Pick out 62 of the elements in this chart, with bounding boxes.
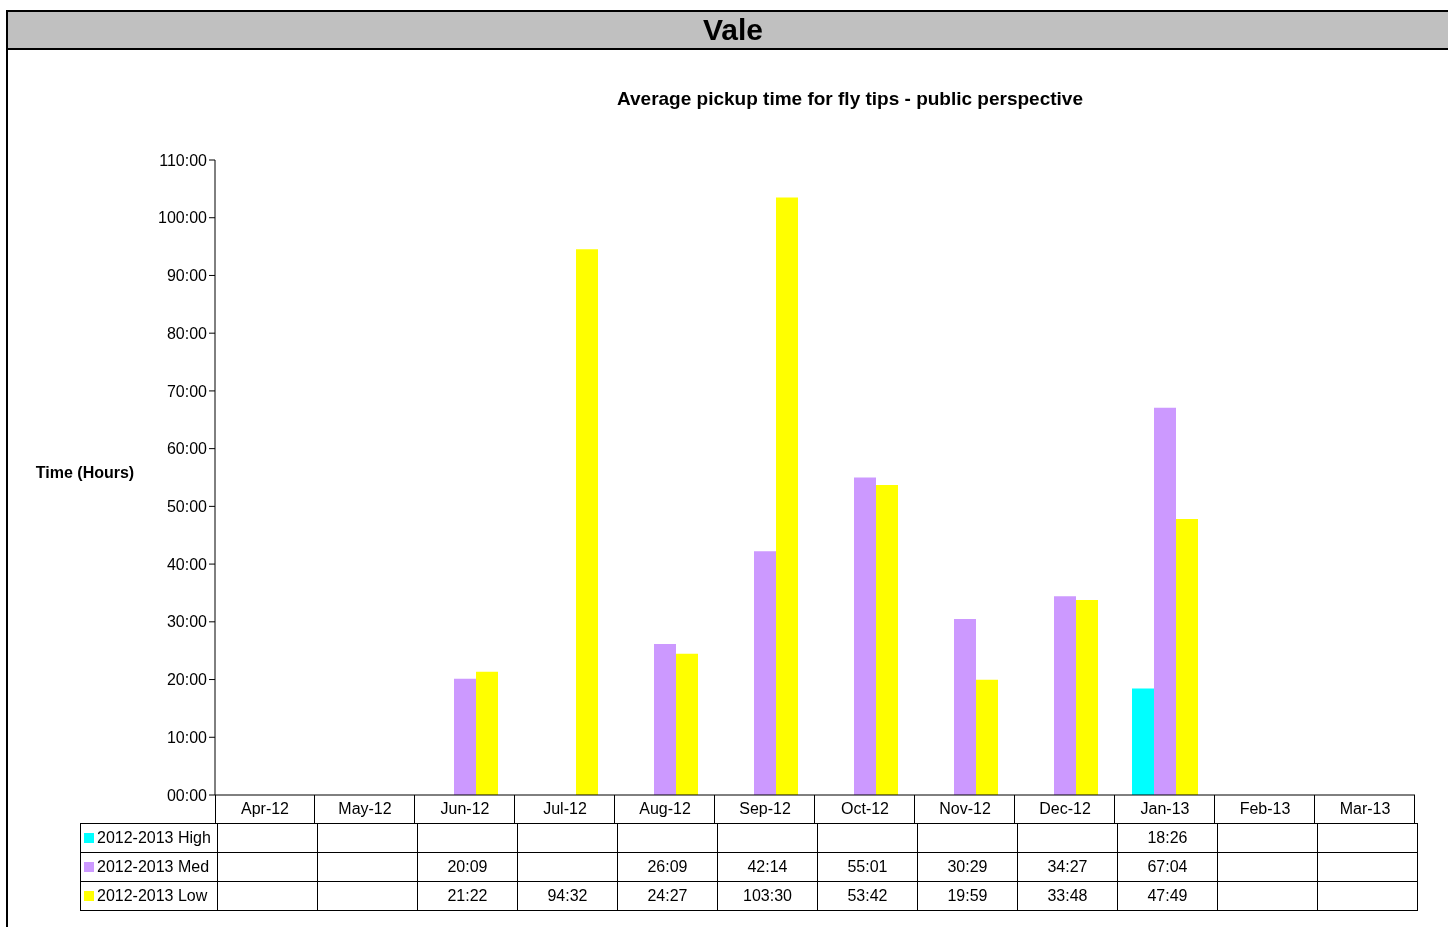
y-tick-label: 00:00 — [166, 786, 208, 804]
x-tick-label: May-12 — [338, 800, 392, 818]
chart-title: Vale — [6, 10, 1448, 50]
data-label: 103:30 — [717, 881, 818, 911]
x-tick-label: Jan-13 — [1140, 800, 1190, 818]
bar — [954, 619, 976, 795]
data-label: 26:09 — [617, 852, 718, 882]
bar — [1076, 599, 1098, 795]
y-tick-label: 110:00 — [159, 151, 208, 169]
y-tick-label: 80:00 — [166, 324, 208, 342]
bar — [1176, 518, 1198, 795]
y-axis-title: Time (Hours) — [34, 464, 136, 482]
bar — [654, 644, 676, 795]
x-tick-label: Apr-12 — [240, 800, 290, 818]
data-label: 47:49 — [1117, 881, 1218, 911]
data-label: 34:27 — [1017, 852, 1118, 882]
data-label: 19:59 — [917, 881, 1018, 911]
x-tick-label: Mar-13 — [1339, 800, 1391, 818]
x-tick-label: Oct-12 — [840, 800, 890, 818]
chart-subtitle: Average pickup time for fly tips - public perspective — [616, 88, 1084, 110]
bar — [776, 197, 798, 795]
x-tick-label: Aug-12 — [639, 800, 691, 818]
y-tick-label: 10:00 — [166, 728, 208, 746]
legend-label: 2012-2013 Med — [80, 852, 218, 882]
legend-label: 2012-2013 High — [80, 823, 218, 853]
x-tick-label: Sep-12 — [739, 800, 791, 818]
x-tick-label: Feb-13 — [1239, 800, 1291, 818]
x-tick-label: Nov-12 — [939, 800, 991, 818]
y-tick-label: 90:00 — [166, 267, 208, 285]
bar — [754, 551, 776, 795]
x-tick-label: Jun-12 — [440, 800, 490, 818]
data-label: 42:14 — [717, 852, 818, 882]
y-tick-label: 70:00 — [166, 382, 208, 400]
data-label: 18:26 — [1117, 823, 1218, 853]
y-tick-label: 100:00 — [158, 209, 208, 227]
data-label: 21:22 — [417, 881, 518, 911]
data-label: 20:09 — [417, 852, 518, 882]
bar — [976, 679, 998, 795]
bar — [1054, 596, 1076, 795]
bar — [454, 678, 476, 795]
legend-label: 2012-2013 Low — [80, 881, 218, 911]
y-tick-label: 30:00 — [166, 613, 208, 631]
data-label: 30:29 — [917, 852, 1018, 882]
data-label: 53:42 — [817, 881, 918, 911]
data-label: 33:48 — [1017, 881, 1118, 911]
data-label: 67:04 — [1117, 852, 1218, 882]
bar — [1132, 688, 1154, 795]
bar — [854, 477, 876, 795]
y-tick-label: 50:00 — [166, 498, 208, 516]
x-tick-label: Dec-12 — [1039, 800, 1091, 818]
y-tick-label: 40:00 — [166, 555, 208, 573]
x-tick-label: Jul-12 — [543, 800, 587, 818]
data-label: 55:01 — [817, 852, 918, 882]
bar — [876, 485, 898, 795]
y-tick-label: 20:00 — [166, 671, 208, 689]
data-label: 24:27 — [617, 881, 718, 911]
y-tick-label: 60:00 — [166, 440, 208, 458]
bar — [1154, 407, 1176, 795]
bar — [676, 653, 698, 795]
bar — [476, 671, 498, 795]
bar — [576, 249, 598, 795]
data-label: 94:32 — [517, 881, 618, 911]
